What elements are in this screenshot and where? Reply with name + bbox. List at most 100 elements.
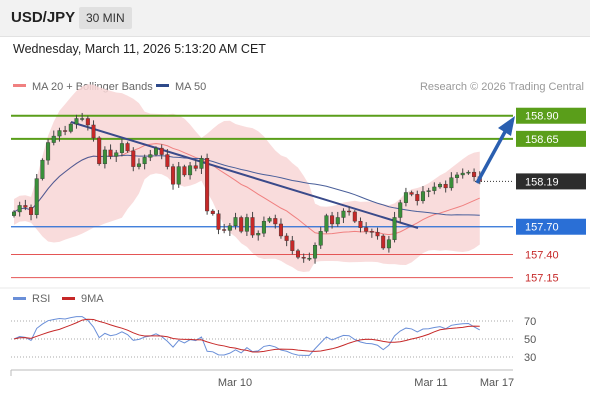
candle-body (290, 240, 295, 251)
candle (131, 147, 136, 172)
candle-body (97, 137, 102, 165)
forecast-arrow-line (475, 129, 508, 184)
candle (330, 211, 335, 229)
candle (455, 172, 460, 184)
level-label-5: 157.15 (525, 273, 559, 285)
level-label-4: 157.40 (525, 249, 559, 261)
candle (142, 154, 147, 170)
x-label-mar17: Mar 17 (480, 377, 514, 389)
level-labels: 158.90 158.65 158.19 157.70 157.40 157.15 (516, 107, 586, 285)
candle-body (68, 123, 73, 132)
candle (352, 210, 357, 224)
candle-body (398, 202, 403, 218)
copyright-text: Research © 2026 Trading Central (420, 81, 584, 93)
bollinger-bands (14, 84, 480, 272)
candle-body (239, 217, 244, 232)
candle-body (165, 154, 170, 167)
candle (364, 222, 369, 235)
candle (381, 234, 386, 250)
timestamp: Wednesday, March 11, 2026 5:13:20 AM CET (13, 42, 266, 56)
bollinger-band-fill (14, 84, 480, 272)
candle (159, 144, 164, 160)
x-label-mar10: Mar 10 (218, 377, 252, 389)
candle-body (426, 190, 431, 192)
candle (153, 146, 158, 157)
candle (40, 158, 45, 181)
candle (398, 199, 403, 224)
candle (233, 212, 238, 230)
candle-body (364, 227, 369, 232)
rsi-line (13, 316, 481, 356)
candle-body (369, 231, 374, 233)
candle (261, 216, 266, 237)
candle-body (472, 171, 477, 177)
candle (114, 149, 119, 162)
candle (284, 233, 289, 247)
candle (318, 226, 323, 249)
candle (29, 204, 34, 221)
x-label-mar11: Mar 11 (414, 377, 447, 389)
candle (171, 163, 176, 190)
candle-body (460, 172, 465, 176)
candle (375, 227, 380, 240)
candle (347, 206, 352, 216)
candle (341, 208, 346, 224)
candle (403, 187, 408, 207)
candle-body (358, 220, 363, 228)
level-label-0: 158.90 (525, 111, 559, 123)
candle (210, 209, 215, 216)
candle-body (261, 220, 266, 234)
candle-body (375, 232, 380, 237)
candle-body (278, 223, 283, 237)
candle (278, 218, 283, 239)
forecast-arrow-head (498, 116, 515, 136)
candle (227, 223, 232, 236)
candlesticks (11, 112, 482, 264)
rsi-tick-50: 50 (524, 334, 536, 346)
candle (216, 210, 221, 235)
candle-body (318, 231, 323, 246)
candle (460, 168, 465, 179)
candle-body (307, 257, 312, 260)
candle (267, 216, 272, 224)
candle (68, 122, 73, 134)
candle (335, 211, 340, 227)
candle (466, 170, 471, 175)
candle-body (347, 210, 352, 213)
rsi-lines (13, 316, 481, 356)
level-label-bg-2 (516, 173, 586, 190)
candle-body (57, 130, 62, 137)
candle-body (29, 207, 34, 215)
candle-body (171, 166, 176, 185)
candle-body (85, 118, 90, 126)
candle-body (438, 183, 443, 188)
candle-body (40, 159, 45, 179)
candle (63, 125, 68, 136)
candle-body (11, 211, 16, 216)
candle-body (102, 149, 107, 165)
candle (182, 164, 187, 177)
candle-body (466, 171, 471, 174)
candle (57, 127, 62, 142)
candle-body (313, 245, 318, 259)
candle (296, 248, 301, 260)
candle (125, 141, 130, 153)
candle-body (153, 147, 158, 155)
candle-body (222, 229, 227, 231)
candle (102, 146, 107, 169)
candle (222, 223, 227, 234)
candle-body (284, 235, 289, 241)
candle-body (205, 158, 210, 212)
symbol-label: USD/JPY (11, 9, 76, 26)
timeframe-button[interactable]: 30 MIN (79, 7, 132, 29)
candle (176, 161, 181, 188)
candle-body (63, 130, 68, 132)
candle-body (455, 174, 460, 178)
candle-body (125, 143, 130, 152)
candle-body (381, 235, 386, 249)
candle (199, 155, 204, 174)
candle (420, 186, 425, 204)
candle (438, 182, 443, 189)
candle-body (256, 232, 261, 236)
